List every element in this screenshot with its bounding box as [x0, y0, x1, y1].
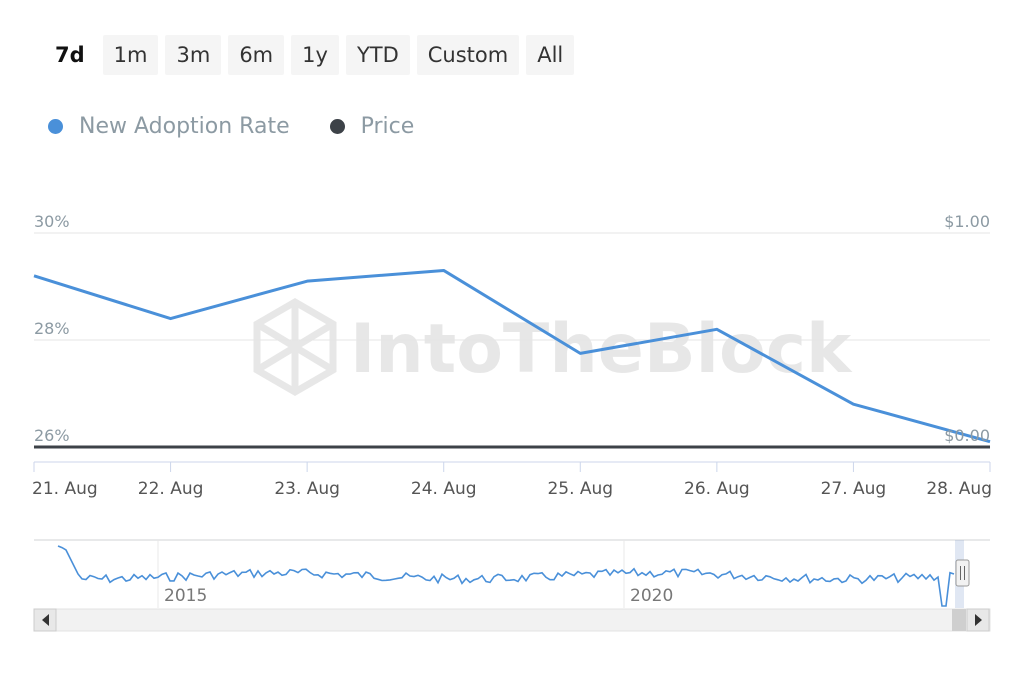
navigator-series-line — [57, 545, 955, 607]
y-right-tick-label: $0.00 — [944, 426, 990, 445]
chart-legend: New Adoption Rate Price — [48, 114, 414, 139]
range-1m-button[interactable]: 1m — [102, 35, 159, 75]
navigator-tick-2015: 2015 — [164, 586, 207, 606]
range-3m-button[interactable]: 3m — [165, 35, 222, 75]
y-right-tick-label: $1.00 — [944, 212, 990, 231]
chart-axes — [33, 461, 991, 472]
legend-marker-adoption-rate — [48, 119, 63, 134]
range-custom-button[interactable]: Custom — [416, 35, 520, 75]
navigator-handle[interactable] — [955, 559, 970, 587]
chart-series — [33, 268, 991, 449]
watermark-logo-icon — [253, 297, 337, 397]
y-left-tick-label: 26% — [34, 426, 70, 445]
watermark: IntoTheBlock — [253, 297, 853, 397]
legend-label-price: Price — [360, 114, 415, 139]
scrollbar-track[interactable] — [33, 608, 991, 632]
scrollbar[interactable] — [33, 608, 991, 632]
series-line-new-adoption-rate — [33, 268, 991, 444]
legend-item-adoption-rate[interactable]: New Adoption Rate — [48, 114, 290, 139]
x-tick-label: 28. Aug — [926, 479, 992, 499]
x-tick-label: 25. Aug — [547, 479, 613, 499]
range-all-button[interactable]: All — [526, 35, 575, 75]
legend-label-adoption-rate: New Adoption Rate — [79, 114, 290, 139]
x-tick-label: 26. Aug — [684, 479, 750, 499]
navigator: 2015 2020 — [34, 539, 990, 608]
chart-grid — [34, 232, 990, 448]
range-selector: 7d 1m 3m 6m 1y YTD Custom All — [44, 35, 575, 75]
legend-marker-price — [329, 119, 345, 134]
x-tick-label: 22. Aug — [138, 479, 204, 499]
range-7d-button[interactable]: 7d — [44, 35, 96, 75]
y-left-tick-label: 28% — [34, 319, 70, 338]
x-tick-label: 27. Aug — [821, 479, 887, 499]
scrollbar-thumb[interactable] — [952, 609, 966, 631]
chart-axis-labels: 30% 28% 26% $1.00 $0.00 21. Aug 22. Aug 23. Aug… — [32, 212, 992, 499]
x-tick-label: 24. Aug — [411, 479, 477, 499]
range-ytd-button[interactable]: YTD — [345, 35, 410, 75]
range-1y-button[interactable]: 1y — [291, 35, 339, 75]
range-6m-button[interactable]: 6m — [228, 35, 285, 75]
x-tick-label: 21. Aug — [32, 479, 98, 499]
scroll-left-arrow-icon — [42, 614, 49, 626]
scroll-right-arrow-icon — [975, 614, 982, 626]
legend-item-price[interactable]: Price — [329, 114, 415, 139]
x-tick-label: 23. Aug — [274, 479, 340, 499]
navigator-tick-2020: 2020 — [630, 586, 673, 606]
y-left-tick-label: 30% — [34, 212, 70, 231]
